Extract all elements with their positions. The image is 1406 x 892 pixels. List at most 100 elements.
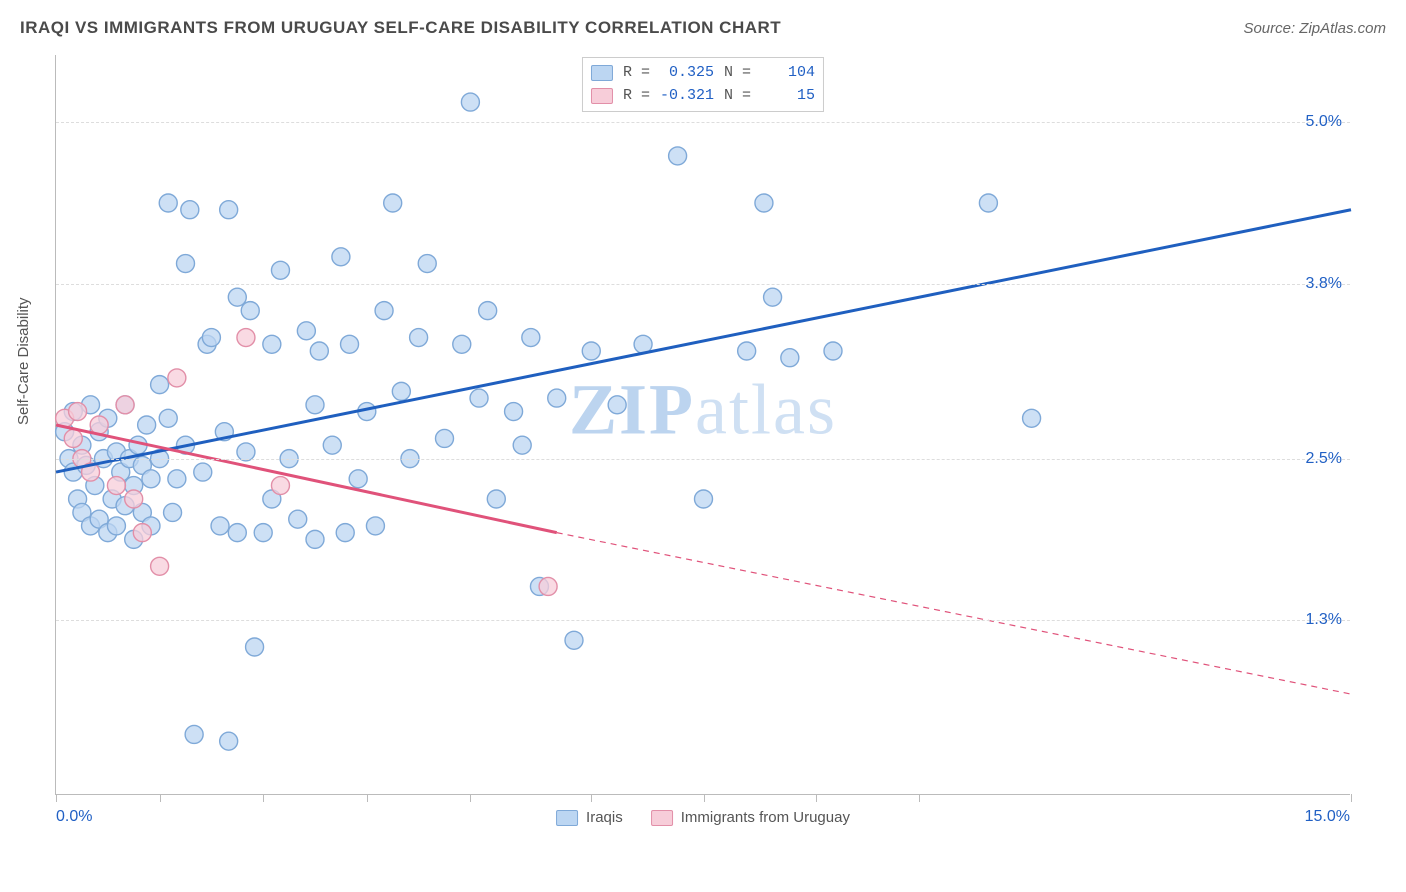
scatter-point [565,631,583,649]
legend-r-iraqis: 0.325 [660,62,714,85]
scatter-point [254,524,272,542]
legend-n-label: N = [724,62,751,85]
scatter-point [297,322,315,340]
legend-swatch-uruguay [591,88,613,104]
regression-line [557,533,1351,694]
scatter-point [133,524,151,542]
series-label-uruguay: Immigrants from Uruguay [681,809,850,826]
x-tick [56,794,57,802]
scatter-point [487,490,505,508]
scatter-point [90,416,108,434]
scatter-point [1023,409,1041,427]
scatter-point [366,517,384,535]
x-tick [367,794,368,802]
scatter-point [168,470,186,488]
y-tick-label: 3.8% [1306,275,1342,293]
grid-line [56,620,1350,621]
chart-title: IRAQI VS IMMIGRANTS FROM URUGUAY SELF-CA… [20,18,781,38]
scatter-point [107,477,125,495]
scatter-point [755,194,773,212]
y-tick-label: 5.0% [1306,113,1342,131]
scatter-point [332,248,350,266]
scatter-point [263,335,281,353]
scatter-point [349,470,367,488]
legend-swatch-iraqis [591,65,613,81]
scatter-point [151,376,169,394]
legend-r-label: R = [623,62,650,85]
legend-row-iraqis: R = 0.325 N = 104 [591,62,815,85]
scatter-point [336,524,354,542]
x-tick [919,794,920,802]
chart-area: ZIPatlas R = 0.325 N = 104 R = -0.321 N … [55,55,1350,795]
scatter-point [289,510,307,528]
scatter-point [513,436,531,454]
grid-line [56,284,1350,285]
scatter-point [185,725,203,743]
scatter-point [69,403,87,421]
scatter-point [202,329,220,347]
series-legend-iraqis: Iraqis [556,809,623,826]
scatter-point [392,382,410,400]
series-swatch-iraqis [556,810,578,826]
series-swatch-uruguay [651,810,673,826]
scatter-point [211,517,229,535]
scatter-point [695,490,713,508]
scatter-point [522,329,540,347]
scatter-point [168,369,186,387]
scatter-point [142,470,160,488]
scatter-point [608,396,626,414]
grid-line [56,122,1350,123]
scatter-point [138,416,156,434]
x-tick [816,794,817,802]
scatter-point [453,335,471,353]
scatter-point [979,194,997,212]
x-tick [470,794,471,802]
scatter-point [479,302,497,320]
scatter-point [125,490,143,508]
scatter-point [470,389,488,407]
x-tick [591,794,592,802]
y-axis-label: Self-Care Disability [15,297,32,425]
scatter-point [306,530,324,548]
x-label-right: 15.0% [1305,808,1350,826]
scatter-point [824,342,842,360]
scatter-point [410,329,428,347]
legend-r-uruguay: -0.321 [660,85,714,108]
scatter-point [505,403,523,421]
x-tick [704,794,705,802]
legend-n-label: N = [724,85,751,108]
x-tick [1351,794,1352,802]
scatter-point [375,302,393,320]
series-label-iraqis: Iraqis [586,809,623,826]
scatter-point [341,335,359,353]
scatter-point [177,255,195,273]
scatter-point [194,463,212,481]
x-label-left: 0.0% [56,808,92,826]
series-legend-uruguay: Immigrants from Uruguay [651,809,850,826]
scatter-point [738,342,756,360]
scatter-point [764,288,782,306]
scatter-point [461,93,479,111]
scatter-point [220,732,238,750]
legend-row-uruguay: R = -0.321 N = 15 [591,85,815,108]
scatter-point [384,194,402,212]
scatter-point [220,201,238,219]
x-tick [263,794,264,802]
scatter-point [228,524,246,542]
scatter-point [164,503,182,521]
legend-r-label: R = [623,85,650,108]
scatter-point [306,396,324,414]
scatter-point [582,342,600,360]
scatter-point [246,638,264,656]
scatter-point [436,429,454,447]
grid-line [56,459,1350,460]
legend-n-uruguay: 15 [761,85,815,108]
scatter-point [548,389,566,407]
legend-n-iraqis: 104 [761,62,815,85]
header: IRAQI VS IMMIGRANTS FROM URUGUAY SELF-CA… [20,18,1386,38]
scatter-point [159,194,177,212]
scatter-point [271,477,289,495]
series-legend: Iraqis Immigrants from Uruguay [556,809,850,826]
correlation-legend: R = 0.325 N = 104 R = -0.321 N = 15 [582,57,824,112]
scatter-point [64,429,82,447]
